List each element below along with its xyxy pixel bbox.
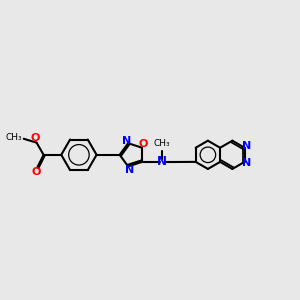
Text: N: N bbox=[242, 158, 251, 168]
Text: N: N bbox=[157, 155, 167, 169]
Text: O: O bbox=[138, 140, 148, 149]
Text: N: N bbox=[125, 165, 134, 175]
Text: CH₃: CH₃ bbox=[154, 139, 171, 148]
Text: N: N bbox=[122, 136, 131, 146]
Text: O: O bbox=[31, 134, 40, 143]
Text: O: O bbox=[32, 167, 41, 177]
Text: N: N bbox=[242, 142, 251, 152]
Text: CH₃: CH₃ bbox=[5, 133, 22, 142]
